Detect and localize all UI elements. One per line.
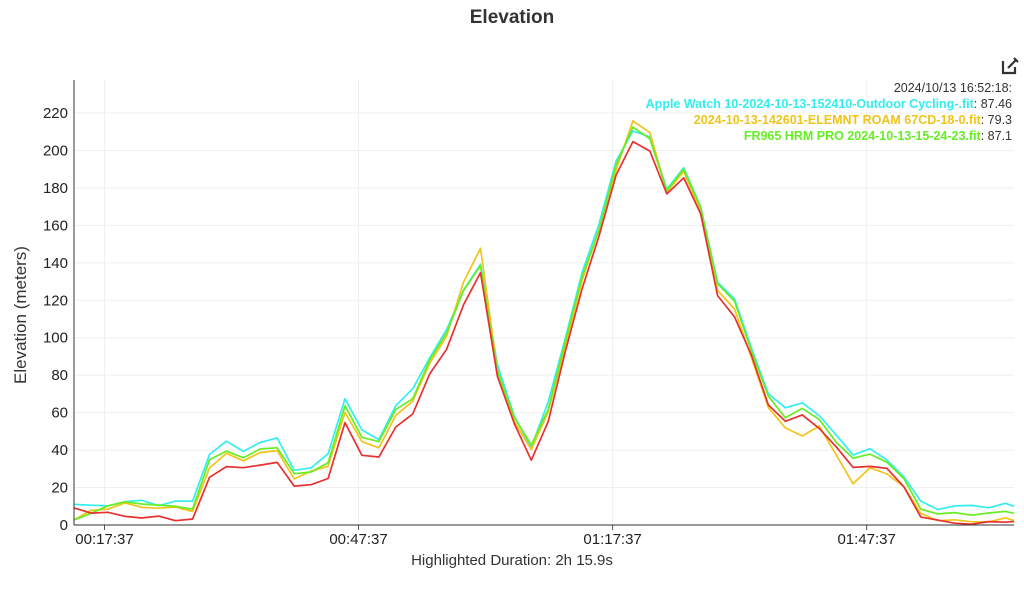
y-tick-label: 180 — [43, 180, 68, 197]
tooltip-series-value: : 87.1 — [981, 129, 1012, 143]
tooltip-entry: FR965 HRM PRO 2024-10-13-15-24-23.fit: 8… — [744, 129, 1012, 143]
chart-title: Elevation — [469, 7, 555, 28]
tooltip-series-name: Apple Watch 10-2024-10-13-152410-Outdoor… — [646, 97, 975, 111]
y-tick-label: 60 — [51, 405, 68, 422]
y-tick-label: 140 — [43, 255, 68, 272]
x-tick-label: 01:47:37 — [837, 531, 895, 548]
tooltip-time: 2024/10/13 16:52:18: — [894, 81, 1012, 95]
tooltip-entry: Apple Watch 10-2024-10-13-152410-Outdoor… — [646, 97, 1012, 111]
tooltip-series-value: : 79.3 — [981, 113, 1012, 127]
tooltip-series-value: : 87.46 — [974, 97, 1012, 111]
series-line-4 — [73, 140, 1015, 526]
y-tick-label: 40 — [51, 442, 68, 459]
tooltip-series-name: FR965 HRM PRO 2024-10-13-15-24-23.fit — [744, 129, 982, 143]
y-axis-title: Elevation (meters) — [11, 246, 30, 384]
axis-layer: 0 20 40 60 80 100 120 140 160 180 200 220 00:17:37 00… — [43, 80, 1014, 548]
grid-layer — [74, 80, 1014, 526]
y-tick-label: 200 — [43, 142, 68, 159]
series-line-1 — [73, 130, 1015, 511]
y-tick-label: 80 — [51, 367, 68, 384]
x-tick-label: 00:17:37 — [75, 531, 133, 548]
y-tick-label: 220 — [43, 105, 68, 122]
series-layer — [73, 120, 1015, 526]
y-tick-label: 100 — [43, 330, 68, 347]
series-line-3 — [73, 126, 1015, 521]
y-tick-label: 160 — [43, 217, 68, 234]
tooltip-entry: 2024-10-13-142601-ELEMNT ROAM 67CD-18-0.… — [694, 113, 1012, 127]
y-tick-label: 120 — [43, 292, 68, 309]
y-tick-label: 0 — [60, 517, 68, 534]
edit-icon — [1001, 57, 1019, 75]
x-tick-label: 00:47:37 — [329, 531, 387, 548]
x-tick-label: 01:17:37 — [583, 531, 641, 548]
y-tick-label: 20 — [51, 480, 68, 497]
tooltip: 2024/10/13 16:52:18: Apple Watch 10-2024-… — [646, 81, 1012, 143]
highlighted-duration: Highlighted Duration: 2h 15.9s — [411, 552, 613, 569]
series-line-2 — [73, 120, 1015, 523]
tooltip-series-name: 2024-10-13-142601-ELEMNT ROAM 67CD-18-0.… — [694, 113, 982, 127]
edit-button[interactable] — [1000, 56, 1020, 76]
